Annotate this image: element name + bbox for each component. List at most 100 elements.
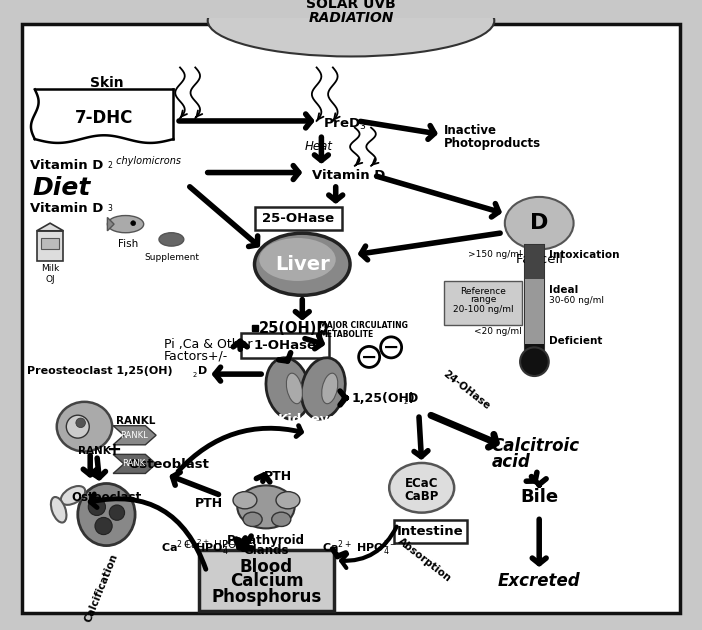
Text: Parathyroid: Parathyroid (227, 534, 305, 547)
Text: 1,25(OH): 1,25(OH) (352, 391, 416, 404)
Text: 7-DHC: 7-DHC (75, 109, 133, 127)
Text: D: D (198, 366, 207, 376)
Text: RADIATION: RADIATION (308, 11, 394, 25)
Text: Fat cell: Fat cell (516, 253, 563, 265)
Bar (525, 245, 544, 354)
Text: Calcium: Calcium (230, 573, 303, 590)
Text: 25(OH)D: 25(OH)D (259, 321, 330, 336)
Text: Absorption: Absorption (396, 537, 453, 584)
Text: Excreted: Excreted (498, 573, 581, 590)
Text: Preosteoclast 1,25(OH): Preosteoclast 1,25(OH) (27, 366, 173, 376)
FancyBboxPatch shape (394, 520, 467, 543)
Text: Kidneys: Kidneys (277, 413, 337, 425)
Text: $_2$: $_2$ (402, 397, 409, 407)
Text: chylomicrons: chylomicrons (113, 156, 181, 166)
Polygon shape (107, 217, 114, 231)
Text: Photoproducts: Photoproducts (444, 137, 541, 151)
Text: Supplement: Supplement (144, 253, 199, 262)
Text: Skin: Skin (90, 76, 124, 89)
Polygon shape (113, 454, 156, 474)
Text: Diet: Diet (33, 176, 91, 200)
Bar (525, 278, 544, 343)
Ellipse shape (243, 512, 262, 527)
Text: Glands: Glands (243, 544, 289, 558)
Text: Ca$^{2+}$ HPO$_4^{2-}$: Ca$^{2+}$ HPO$_4^{2-}$ (161, 538, 237, 558)
Text: D: D (409, 391, 418, 404)
Text: PTH: PTH (265, 470, 293, 483)
Text: $_3$: $_3$ (107, 203, 114, 215)
Ellipse shape (322, 373, 338, 404)
Ellipse shape (78, 483, 135, 546)
Text: RANKL: RANKL (116, 416, 155, 426)
Text: CaBP: CaBP (404, 490, 439, 503)
Text: $_2$: $_2$ (192, 370, 198, 380)
Text: Vitamin D: Vitamin D (30, 159, 103, 173)
Text: Vitamin D: Vitamin D (312, 169, 385, 182)
Text: Inactive: Inactive (444, 124, 497, 137)
Ellipse shape (159, 232, 184, 246)
Text: <20 ng/ml: <20 ng/ml (475, 326, 522, 336)
FancyBboxPatch shape (444, 282, 522, 326)
Text: Heat: Heat (304, 140, 332, 153)
Text: RANKL: RANKL (120, 431, 148, 440)
Text: METABOLITE: METABOLITE (319, 331, 373, 340)
Bar (525, 245, 544, 278)
Ellipse shape (61, 486, 85, 505)
Text: Ca$^{2+}$ HPO$_4^{2-}$: Ca$^{2+}$ HPO$_4^{2-}$ (183, 537, 250, 554)
Text: Blood: Blood (240, 558, 293, 576)
Text: Reference: Reference (460, 287, 505, 295)
Ellipse shape (272, 512, 291, 527)
Text: acid: acid (491, 453, 530, 471)
Ellipse shape (255, 233, 350, 295)
Text: Intestine: Intestine (397, 525, 463, 538)
Text: Osteoblast: Osteoblast (128, 459, 209, 471)
Bar (37, 231, 63, 261)
Ellipse shape (266, 358, 310, 419)
Circle shape (520, 347, 549, 376)
Text: Vitamin D: Vitamin D (30, 202, 103, 215)
Circle shape (110, 505, 124, 520)
Circle shape (359, 346, 380, 367)
Polygon shape (37, 223, 63, 231)
FancyBboxPatch shape (241, 333, 329, 358)
Ellipse shape (57, 402, 112, 452)
Text: Calcification: Calcification (84, 553, 120, 624)
Ellipse shape (208, 0, 494, 57)
Text: Bile: Bile (520, 488, 558, 507)
Text: MAJOR CIRCULATING: MAJOR CIRCULATING (319, 321, 409, 330)
Text: 30-60 ng/ml: 30-60 ng/ml (549, 296, 604, 305)
Text: RANK: RANK (79, 445, 111, 455)
Text: 1-OHase: 1-OHase (253, 339, 317, 352)
Bar (41, 238, 59, 249)
Circle shape (66, 415, 89, 438)
Text: $_2$: $_2$ (107, 159, 114, 172)
Ellipse shape (505, 197, 574, 249)
Ellipse shape (233, 491, 257, 509)
Ellipse shape (301, 358, 345, 419)
Text: range: range (470, 295, 496, 304)
Circle shape (88, 498, 105, 515)
Text: >150 ng/ml: >150 ng/ml (468, 250, 522, 259)
Text: Milk
OJ: Milk OJ (41, 264, 59, 284)
Text: ECaC: ECaC (405, 478, 439, 491)
Text: 25-OHase: 25-OHase (263, 212, 335, 225)
Text: PreD$_3$: PreD$_3$ (324, 117, 366, 132)
Text: 24-OHase: 24-OHase (441, 369, 491, 412)
Text: Ideal: Ideal (549, 285, 578, 295)
Text: PTH: PTH (194, 496, 223, 510)
Text: Phosphorus: Phosphorus (211, 588, 322, 605)
Circle shape (131, 220, 135, 226)
Text: SOLAR UVB: SOLAR UVB (306, 0, 396, 11)
Text: D: D (530, 213, 548, 233)
Text: Deficient: Deficient (549, 336, 602, 346)
Ellipse shape (286, 373, 303, 404)
Text: Factors+/-: Factors+/- (164, 350, 228, 362)
Text: Ca$^{2+}$ HPO$_4^{2-}$: Ca$^{2+}$ HPO$_4^{2-}$ (322, 538, 397, 558)
Ellipse shape (107, 215, 144, 232)
Polygon shape (113, 426, 156, 445)
Circle shape (380, 337, 402, 358)
Text: −: − (361, 347, 378, 367)
Text: Liver: Liver (275, 255, 330, 274)
Ellipse shape (259, 238, 336, 281)
FancyBboxPatch shape (199, 550, 334, 611)
